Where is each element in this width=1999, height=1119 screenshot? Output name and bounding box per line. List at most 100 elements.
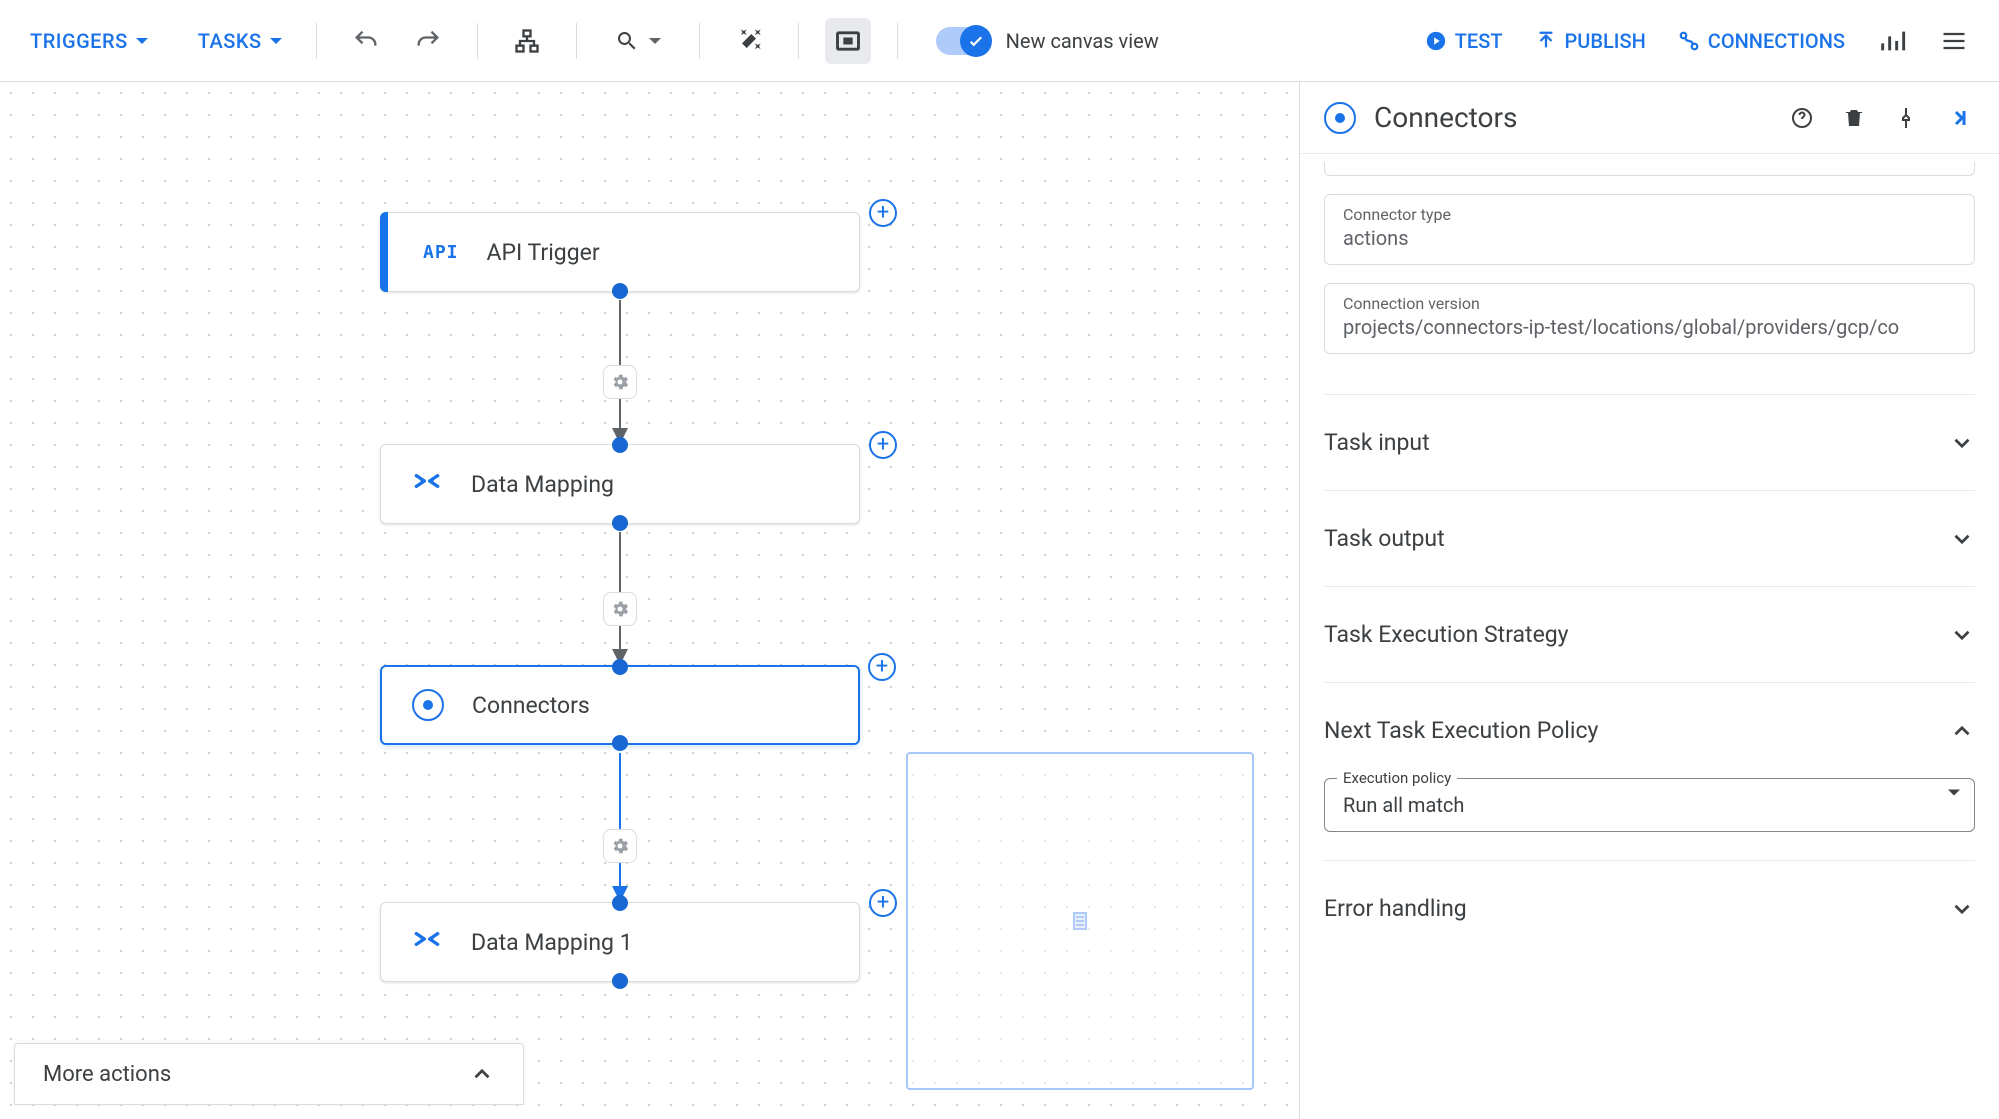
separator <box>897 23 898 59</box>
chevron-down-icon <box>1949 430 1975 456</box>
port-out[interactable] <box>612 515 628 531</box>
separator <box>316 23 317 59</box>
panel-title: Connectors <box>1374 101 1767 134</box>
panel-body: Connector type actions Connection versio… <box>1300 154 1999 980</box>
minimap[interactable] <box>906 752 1254 1090</box>
test-label: TEST <box>1455 29 1503 53</box>
zoom-dropdown[interactable] <box>603 18 673 64</box>
pin-icon[interactable] <box>1889 101 1923 135</box>
connector-type-label: Connector type <box>1343 205 1956 224</box>
test-button[interactable]: TEST <box>1409 19 1519 63</box>
next-policy-content: Execution policy Run all match <box>1324 778 1975 860</box>
tasks-label: TASKS <box>198 29 262 53</box>
chevron-down-icon <box>1949 526 1975 552</box>
chevron-down-icon <box>270 38 282 44</box>
add-node-button[interactable]: + <box>869 431 897 459</box>
connection-version-field[interactable]: Connection version projects/connectors-i… <box>1324 283 1975 354</box>
port-in[interactable] <box>612 895 628 911</box>
node-data_mapping[interactable]: Data Mapping 1 + <box>380 902 860 982</box>
edge-settings-icon[interactable] <box>603 592 637 626</box>
next-policy-section[interactable]: Next Task Execution Policy <box>1324 682 1975 778</box>
port-in[interactable] <box>612 437 628 453</box>
execution-policy-select[interactable]: Execution policy Run all match <box>1324 778 1975 832</box>
collapse-panel-icon[interactable] <box>1941 101 1975 135</box>
port-out[interactable] <box>612 283 628 299</box>
error-handling-section[interactable]: Error handling <box>1324 860 1975 956</box>
separator <box>576 23 577 59</box>
list-button[interactable] <box>1931 18 1977 64</box>
connection-version-value: projects/connectors-ip-test/locations/gl… <box>1343 315 1956 339</box>
help-icon[interactable] <box>1785 101 1819 135</box>
chevron-down-icon <box>1949 896 1975 922</box>
more-actions-bar[interactable]: More actions <box>14 1043 524 1105</box>
new-canvas-label: New canvas view <box>1006 29 1159 53</box>
field-box-partial <box>1324 162 1975 176</box>
chevron-down-icon <box>649 38 661 44</box>
node-label: Data Mapping 1 <box>471 929 633 956</box>
task-input-label: Task input <box>1324 429 1430 456</box>
connections-label: CONNECTIONS <box>1708 29 1845 53</box>
chevron-down-icon <box>1949 622 1975 648</box>
triggers-dropdown[interactable]: TRIGGERS <box>14 19 164 63</box>
panel-header: Connectors <box>1300 82 1999 154</box>
execution-policy-legend: Execution policy <box>1337 769 1457 787</box>
node-label: Data Mapping <box>471 471 614 498</box>
task-output-label: Task output <box>1324 525 1445 552</box>
connection-version-label: Connection version <box>1343 294 1956 313</box>
execution-policy-value: Run all match <box>1343 793 1464 817</box>
api-icon: API <box>423 242 459 263</box>
task-input-section[interactable]: Task input <box>1324 394 1975 490</box>
port-in[interactable] <box>612 659 628 675</box>
new-canvas-toggle[interactable] <box>936 27 990 55</box>
fit-view-button[interactable] <box>825 18 871 64</box>
publish-button[interactable]: PUBLISH <box>1519 19 1662 63</box>
error-handling-label: Error handling <box>1324 895 1467 922</box>
chevron-up-icon <box>469 1061 495 1087</box>
magic-wand-button[interactable] <box>726 18 772 64</box>
tasks-dropdown[interactable]: TASKS <box>182 19 298 63</box>
node-data_mapping[interactable]: Data Mapping + <box>380 444 860 524</box>
edge-settings-icon[interactable] <box>603 365 637 399</box>
minimap-doc-icon <box>1073 912 1087 930</box>
node-label: Connectors <box>472 692 590 719</box>
connector-type-field[interactable]: Connector type actions <box>1324 194 1975 265</box>
side-panel: Connectors Connector type actions Connec… <box>1299 82 1999 1119</box>
separator <box>477 23 478 59</box>
node-label: API Trigger <box>487 239 600 266</box>
port-out[interactable] <box>612 735 628 751</box>
next-policy-label: Next Task Execution Policy <box>1324 717 1598 744</box>
redo-button[interactable] <box>405 18 451 64</box>
publish-label: PUBLISH <box>1565 29 1646 53</box>
connectors-icon <box>412 689 444 721</box>
connector-type-value: actions <box>1343 226 1956 250</box>
more-actions-label: More actions <box>43 1062 171 1087</box>
chevron-down-icon <box>136 38 148 44</box>
add-node-button[interactable]: + <box>868 653 896 681</box>
layout-button[interactable] <box>504 18 550 64</box>
node-api_trigger[interactable]: API API Trigger + <box>380 212 860 292</box>
toggle-knob <box>960 25 992 57</box>
undo-button[interactable] <box>343 18 389 64</box>
add-node-button[interactable]: + <box>869 199 897 227</box>
connectors-icon <box>1324 102 1356 134</box>
task-exec-strategy-label: Task Execution Strategy <box>1324 621 1569 648</box>
connections-button[interactable]: CONNECTIONS <box>1662 19 1861 63</box>
task-output-section[interactable]: Task output <box>1324 490 1975 586</box>
analytics-button[interactable] <box>1869 18 1915 64</box>
port-out[interactable] <box>612 973 628 989</box>
separator <box>798 23 799 59</box>
dropdown-arrow-icon <box>1948 796 1960 815</box>
edge-settings-icon[interactable] <box>603 829 637 863</box>
toolbar: TRIGGERS TASKS New canvas view TEST <box>0 0 1999 82</box>
edge <box>610 753 630 902</box>
chevron-up-icon <box>1949 718 1975 744</box>
delete-icon[interactable] <box>1837 101 1871 135</box>
triggers-label: TRIGGERS <box>30 29 128 53</box>
node-accent <box>380 212 388 292</box>
node-connectors[interactable]: Connectors + <box>380 665 860 745</box>
task-exec-strategy-section[interactable]: Task Execution Strategy <box>1324 586 1975 682</box>
separator <box>699 23 700 59</box>
add-node-button[interactable]: + <box>869 889 897 917</box>
canvas[interactable]: API API Trigger + Data Mapping + Connect… <box>0 82 1299 1119</box>
data-mapping-icon <box>411 923 443 961</box>
